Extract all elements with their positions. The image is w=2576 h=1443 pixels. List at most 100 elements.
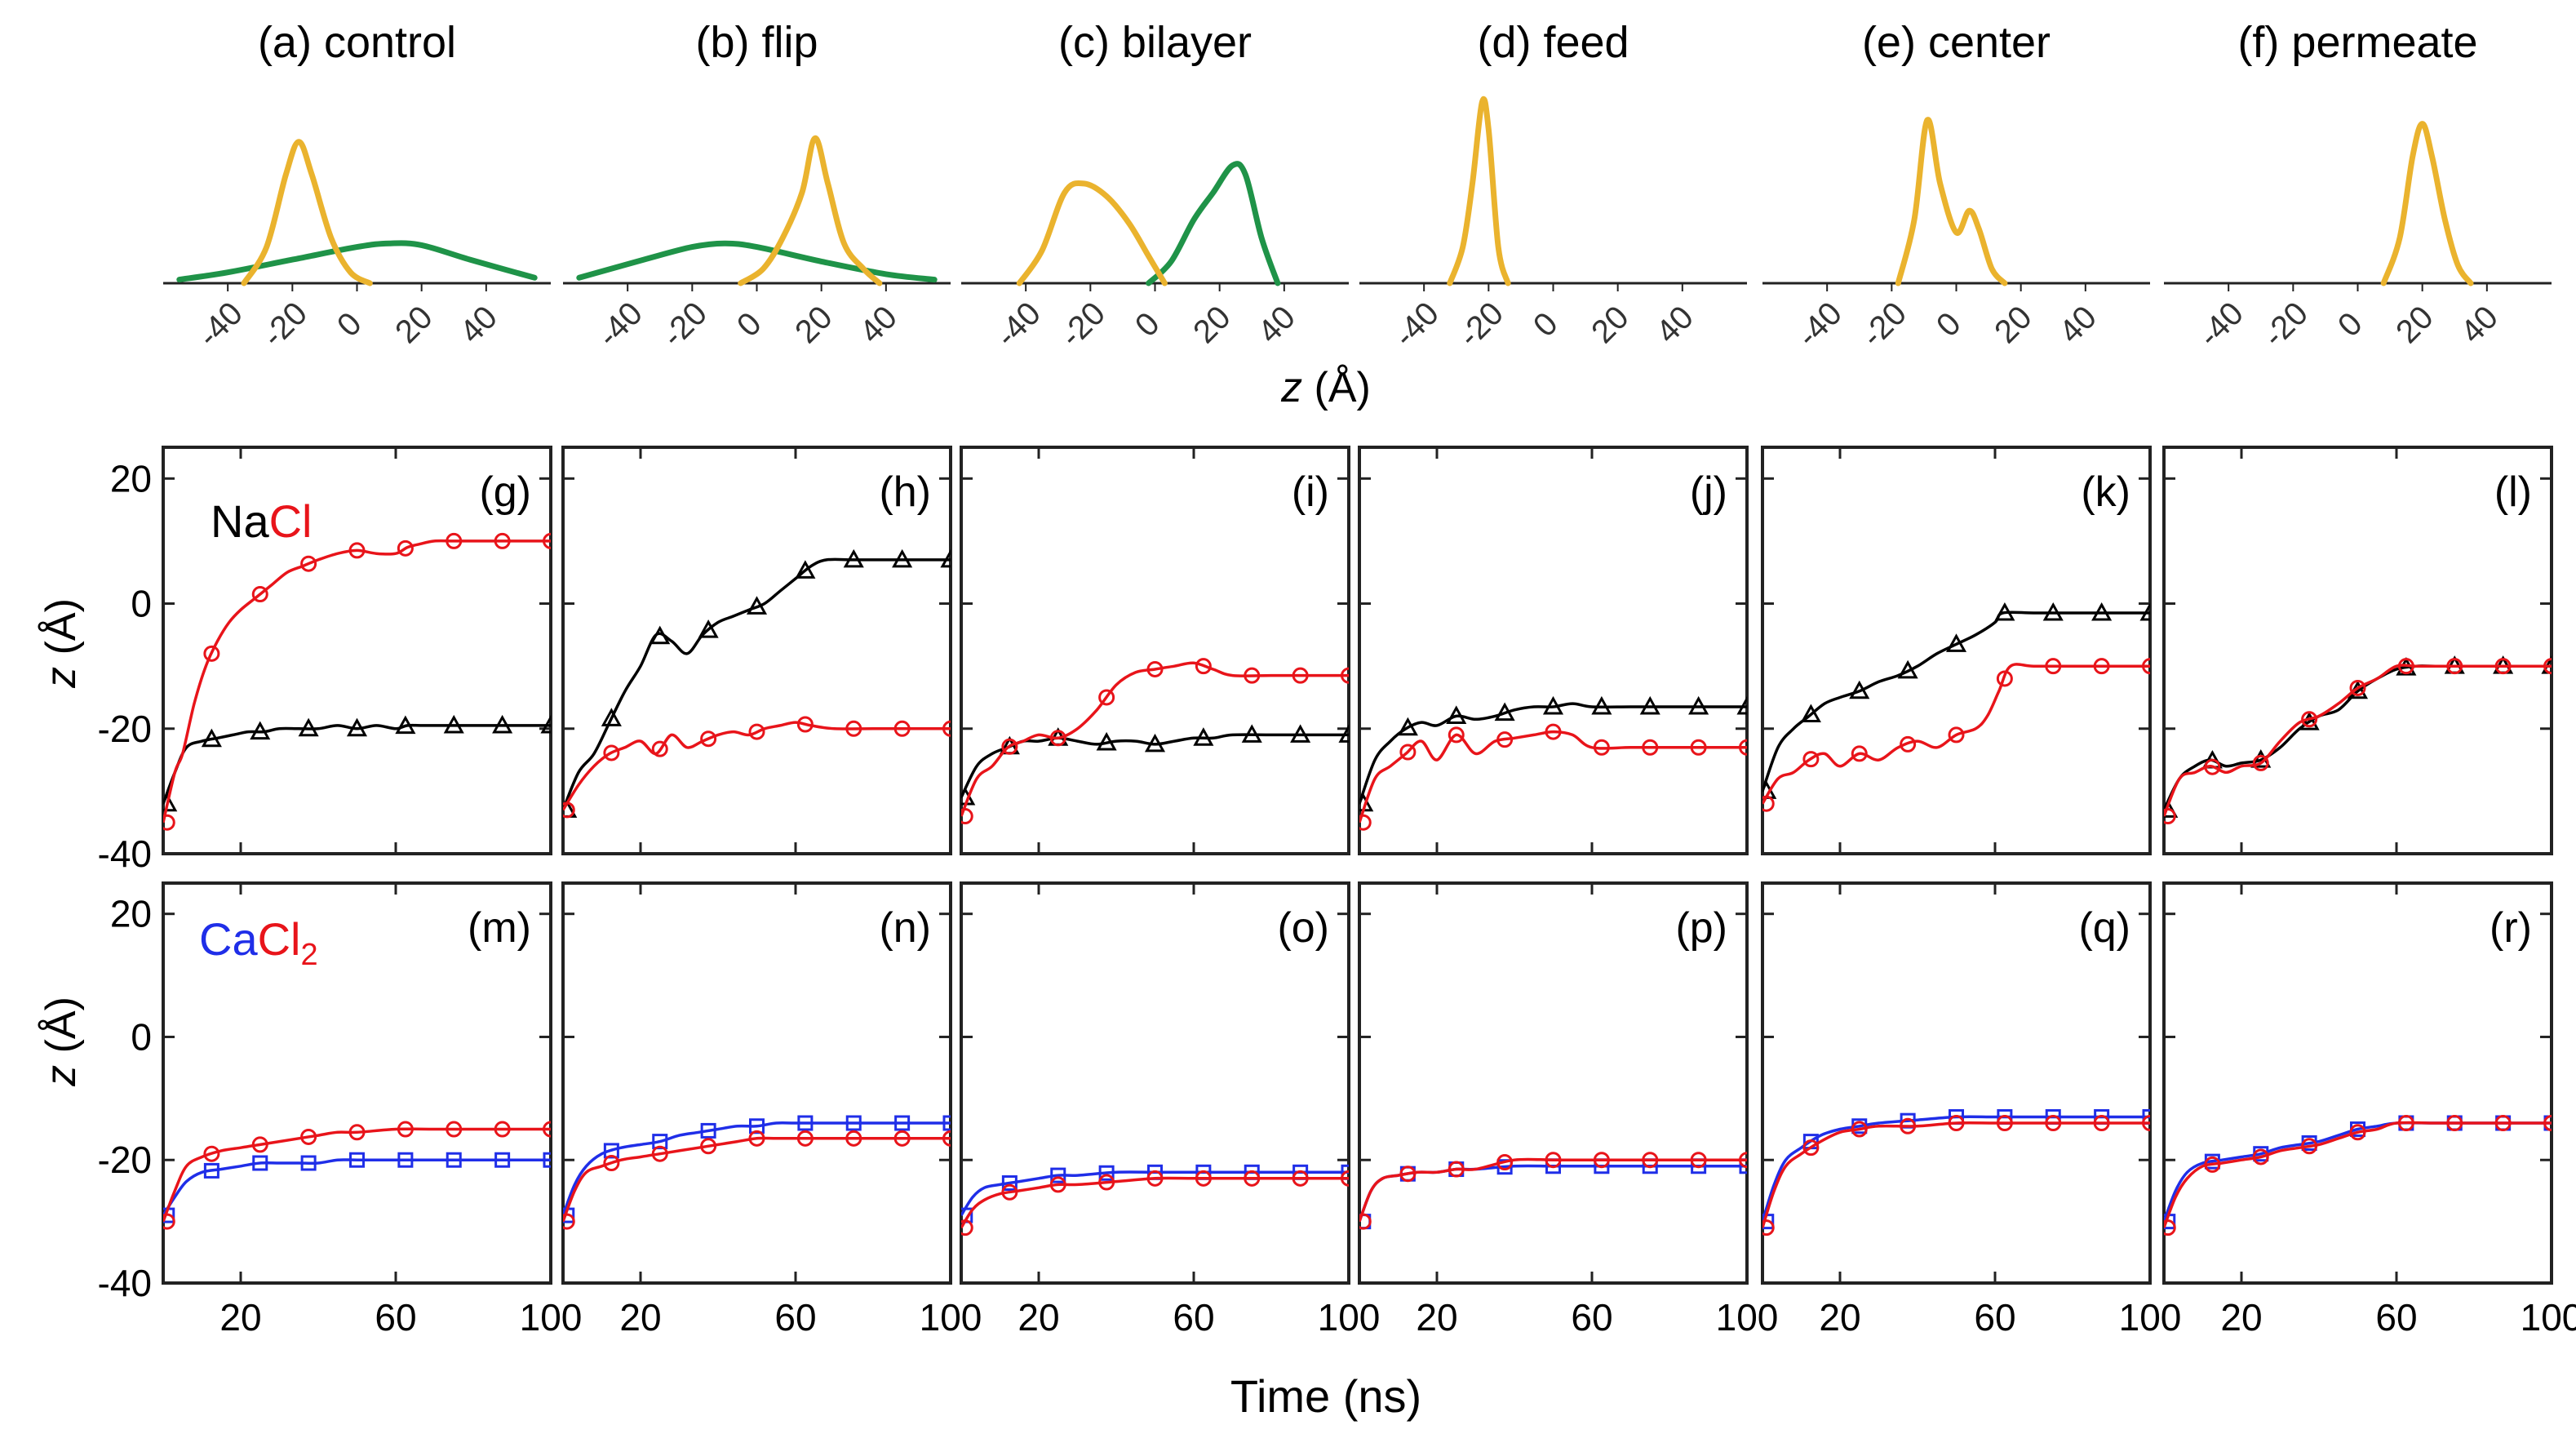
ca-marker <box>2142 1108 2150 1125</box>
x-tick-label: 60 <box>1571 1296 1612 1339</box>
distribution-tick-label: 0 <box>1128 305 1167 344</box>
na-marker <box>746 596 768 615</box>
series-group <box>961 658 1349 825</box>
x-tick-label: 20 <box>1819 1296 1860 1339</box>
x-tick-label: 20 <box>1018 1296 1059 1339</box>
na-trajectory-line <box>961 733 1349 798</box>
cl-marker <box>1545 1152 1562 1169</box>
ylabel-cacl2-unit: (Å) <box>38 997 85 1065</box>
cl-trajectory-line <box>163 539 551 824</box>
x-tick-label: 60 <box>2375 1296 2417 1339</box>
ca-marker <box>543 1152 551 1168</box>
panel-label: (n) <box>879 904 931 952</box>
cl-marker <box>2164 808 2176 825</box>
na-marker <box>1736 695 1747 715</box>
x-tick-label: 100 <box>2521 1296 2576 1339</box>
na-marker <box>1397 717 1418 736</box>
na-marker <box>1849 680 1870 699</box>
cl-marker <box>1146 660 1164 677</box>
cl-trajectory-line <box>563 721 951 811</box>
distribution-tick-label: 20 <box>1585 300 1636 351</box>
na-marker <box>1494 702 1515 722</box>
distribution-title: (b) flip <box>695 18 818 67</box>
distribution-tick-label: 40 <box>453 300 504 351</box>
series-group <box>1762 602 2150 812</box>
y-tick-label: 20 <box>110 457 152 500</box>
na-trajectory-line <box>1762 610 2150 792</box>
trajectory-panel: 20 60 100 (o) <box>960 881 1380 1339</box>
cl-marker <box>1642 739 1659 756</box>
cl-marker <box>203 645 220 662</box>
cl-marker <box>348 1124 366 1141</box>
y-tick-label: -40 <box>98 832 152 875</box>
distribution-tick-label: -40 <box>1387 295 1446 354</box>
cl-marker <box>1399 1166 1417 1183</box>
cl-marker <box>1146 1170 1164 1187</box>
y-tick-label: -20 <box>98 708 152 750</box>
cl-marker <box>942 720 951 737</box>
distribution-tick-label: 0 <box>2331 305 2370 344</box>
na-marker <box>1800 704 1821 723</box>
na-marker <box>1945 633 1967 652</box>
x-tick-label: 100 <box>1716 1296 1779 1339</box>
cl-marker <box>563 801 575 819</box>
cl-marker <box>1642 1152 1659 1169</box>
cl-marker <box>2252 1148 2269 1166</box>
cl-marker <box>2252 754 2269 771</box>
cl-marker <box>1690 739 1707 756</box>
cl-marker <box>300 1128 317 1145</box>
panel-label: (i) <box>1292 468 1329 516</box>
cl-marker <box>563 1213 575 1230</box>
cl-marker <box>1195 658 1212 675</box>
na-marker <box>395 715 416 735</box>
y-tick-label: 20 <box>110 893 152 935</box>
lipid-distribution-curve <box>176 240 538 283</box>
trajectory-panel: (l) <box>2162 446 2553 855</box>
cl-marker <box>1948 726 1965 744</box>
ylabel-cacl2: z (Å) <box>38 997 85 1087</box>
cl-marker <box>2349 1124 2366 1141</box>
cl-marker <box>2494 1115 2512 1131</box>
cl-marker <box>651 1145 668 1162</box>
cl-marker <box>251 586 268 603</box>
cl-marker <box>1098 1174 1115 1191</box>
x-tick-label: 20 <box>2220 1296 2262 1339</box>
cl-marker <box>446 532 463 549</box>
cl-marker <box>2397 658 2414 675</box>
na-marker <box>1591 695 1612 715</box>
panel-label: (j) <box>1690 468 1727 516</box>
cl-marker <box>2446 1115 2463 1131</box>
cl-marker <box>163 814 175 831</box>
cl-marker <box>2164 1219 2176 1237</box>
distribution-tick-label: -20 <box>2256 295 2315 354</box>
na-marker <box>1096 731 1117 751</box>
na-marker <box>698 619 719 638</box>
series-group <box>961 1164 1349 1237</box>
cl-marker <box>1851 1121 1868 1138</box>
cl-marker <box>1762 795 1775 812</box>
panel-label: (k) <box>2081 468 2130 516</box>
distribution-title: (e) center <box>1862 18 2051 67</box>
distribution-tick-label: 0 <box>1930 305 1968 344</box>
cl-marker <box>2142 658 2150 675</box>
ca-marker <box>1739 1158 1747 1174</box>
cl-marker <box>203 1145 220 1162</box>
x-tick-label: 100 <box>520 1296 583 1339</box>
trajectory-panel: 20 60 100 (p) <box>1358 881 1779 1339</box>
cl-marker <box>1802 751 1820 768</box>
nacl-legend-cl: Cl <box>269 495 313 547</box>
na-trajectory-line <box>163 723 551 805</box>
lipid-distribution-curve <box>1146 161 1281 286</box>
ca-marker <box>252 1155 268 1171</box>
ylabel-cacl2-italic: z <box>38 1065 85 1087</box>
cl-marker <box>1496 731 1514 748</box>
cl-marker <box>1496 1154 1514 1171</box>
cl-marker <box>397 539 414 557</box>
cl-marker <box>845 1130 862 1147</box>
na-marker <box>346 717 368 737</box>
ca-marker <box>1050 1167 1066 1183</box>
cl-marker <box>1359 814 1372 831</box>
distribution-title: (f) permeate <box>2237 18 2477 67</box>
distribution-tick-label: -40 <box>989 295 1048 354</box>
